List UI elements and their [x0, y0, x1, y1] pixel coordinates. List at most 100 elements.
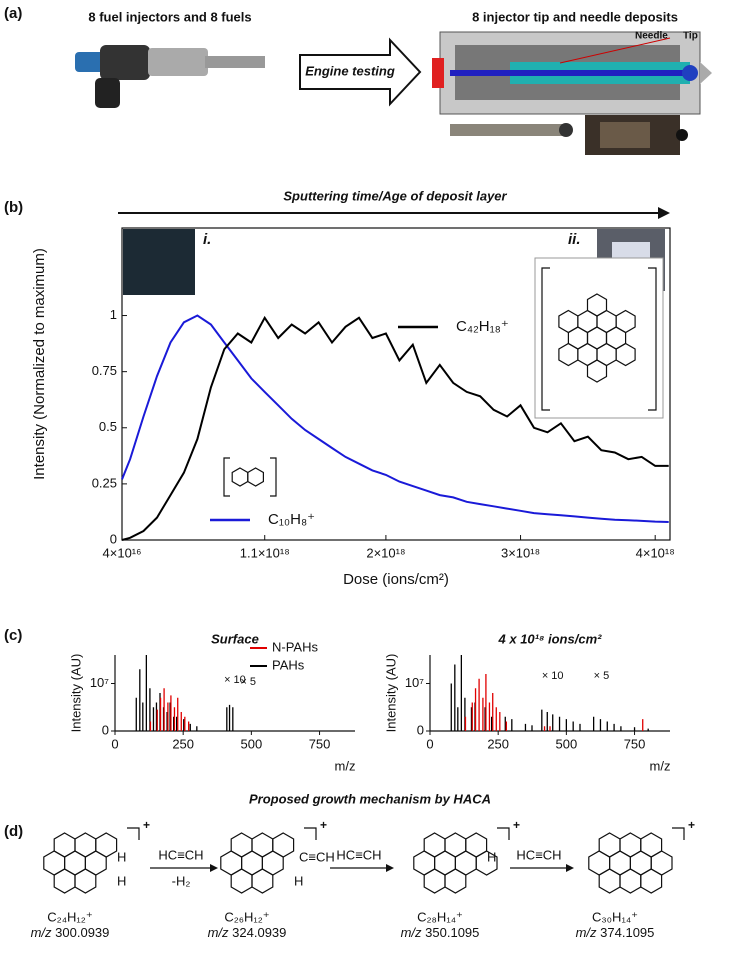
- x-tick-label: 250: [487, 736, 509, 751]
- ring: [95, 832, 118, 858]
- x-axis-label: Dose (ions/cm²): [343, 571, 449, 588]
- mz-label: m/z: [576, 925, 597, 940]
- injector-photo: [75, 45, 265, 108]
- y-axis-label: Intensity (Normalized to maximum): [31, 248, 48, 480]
- annotation: i.: [203, 231, 211, 248]
- mz-value: 300.0939: [55, 925, 109, 940]
- ring: [53, 868, 76, 894]
- x-tick-label: 250: [172, 736, 194, 751]
- y-tick-label: 0: [102, 722, 109, 737]
- arrow: Engine testing: [299, 37, 422, 107]
- annotation: ii.: [568, 231, 581, 248]
- ring: [272, 832, 295, 858]
- time-arrow-head: [658, 207, 670, 219]
- charge: +: [513, 818, 520, 832]
- y-tick-label: 0: [110, 531, 117, 546]
- y-axis-label: Intensity (AU): [68, 654, 83, 733]
- ring: [251, 868, 274, 894]
- x-tick-label: 750: [624, 736, 646, 751]
- ring: [615, 309, 636, 334]
- mz-value: 374.1095: [600, 925, 654, 940]
- panel-label: (c): [4, 627, 22, 644]
- y-axis-label: Intensity (AU): [383, 654, 398, 733]
- y-tick-label: 1: [110, 307, 117, 322]
- ring: [247, 467, 264, 487]
- y-tick-label: 0.75: [92, 363, 117, 378]
- ring: [423, 868, 446, 894]
- reagent: HC≡CH: [158, 847, 203, 862]
- formula: C₂₆H₁₂⁺: [224, 909, 269, 924]
- ring: [423, 832, 446, 858]
- charge: +: [320, 818, 327, 832]
- ring: [640, 868, 663, 894]
- caption: 8 injector tip and needle deposits: [472, 9, 678, 24]
- bracket: [541, 267, 657, 411]
- legend-label: PAHs: [272, 657, 305, 672]
- charge: +: [143, 818, 150, 832]
- x-tick-label: 4×10¹⁸: [636, 545, 675, 560]
- atom: C≡CH: [299, 849, 335, 864]
- label: Tip: [683, 31, 698, 42]
- ring: [231, 467, 249, 487]
- panel-label: (a): [4, 5, 22, 22]
- y-tick-label: 10⁷: [90, 675, 109, 690]
- plot-frame: [121, 227, 671, 541]
- x-tick-label: 500: [241, 736, 263, 751]
- formula: C₂₄H₁₂⁺: [47, 909, 92, 924]
- series-line: [121, 315, 669, 541]
- charge-bracket: [304, 827, 317, 840]
- structure-box: [534, 257, 664, 419]
- ring: [615, 342, 636, 367]
- mz-label: m/z: [401, 925, 422, 940]
- chart-title: Surface: [211, 631, 259, 646]
- mz-value: 324.0939: [232, 925, 286, 940]
- ring: [598, 832, 621, 858]
- atom: H: [487, 849, 496, 864]
- ring: [230, 832, 253, 858]
- spectra: Surface 0 250 500 750 0 10⁷ m/z Intensity (AU) PA…: [68, 631, 670, 773]
- inset-image: [123, 229, 195, 295]
- ring: [251, 832, 274, 858]
- ring: [53, 832, 76, 858]
- panel-label: (b): [4, 199, 23, 216]
- caption: 8 fuel injectors and 8 fuels: [88, 9, 251, 24]
- charge-bracket: [497, 827, 510, 840]
- bracket: [223, 457, 277, 497]
- y-tick-label: 0.25: [92, 475, 117, 490]
- legend-label: C₄₂H₁₈⁺: [456, 318, 509, 335]
- mz-label: m/z: [31, 925, 52, 940]
- arrow-head: [210, 864, 218, 872]
- x-tick-label: 3×10¹⁸: [501, 545, 540, 560]
- mz-value: 350.1095: [425, 925, 479, 940]
- mz: m/z 374.1095: [576, 925, 655, 940]
- reagent: HC≡CH: [336, 847, 381, 862]
- mz: m/z 300.0939: [31, 925, 110, 940]
- arrow-label: Engine testing: [305, 63, 395, 78]
- scheme-title: Proposed growth mechanism by HACA: [249, 791, 491, 806]
- atom: H: [294, 873, 303, 888]
- x-axis-label: m/z: [650, 758, 671, 773]
- x-axis-label: m/z: [335, 758, 356, 773]
- mz-label: m/z: [208, 925, 229, 940]
- arrow-head: [386, 864, 394, 872]
- y-tick-label: 10⁷: [405, 675, 424, 690]
- x-tick-label: 4×10¹⁶: [103, 545, 142, 560]
- x-tick-label: 500: [556, 736, 578, 751]
- line-chart: Sputtering time/Age of deposit layer 4×10…: [31, 188, 675, 588]
- ring: [598, 868, 621, 894]
- injector-cross-section: [432, 31, 712, 115]
- x-tick-label: 0: [111, 736, 118, 751]
- ring: [74, 868, 97, 894]
- charge-bracket: [127, 827, 140, 840]
- annotation: × 5: [240, 676, 256, 688]
- formula: C₃₀H₁₄⁺: [592, 909, 638, 924]
- ring: [444, 868, 467, 894]
- charge: +: [688, 818, 695, 832]
- ring: [230, 868, 253, 894]
- mz: m/z 350.1095: [401, 925, 480, 940]
- reagent: -H₂: [172, 873, 191, 888]
- ring: [586, 293, 608, 317]
- ring: [586, 359, 608, 383]
